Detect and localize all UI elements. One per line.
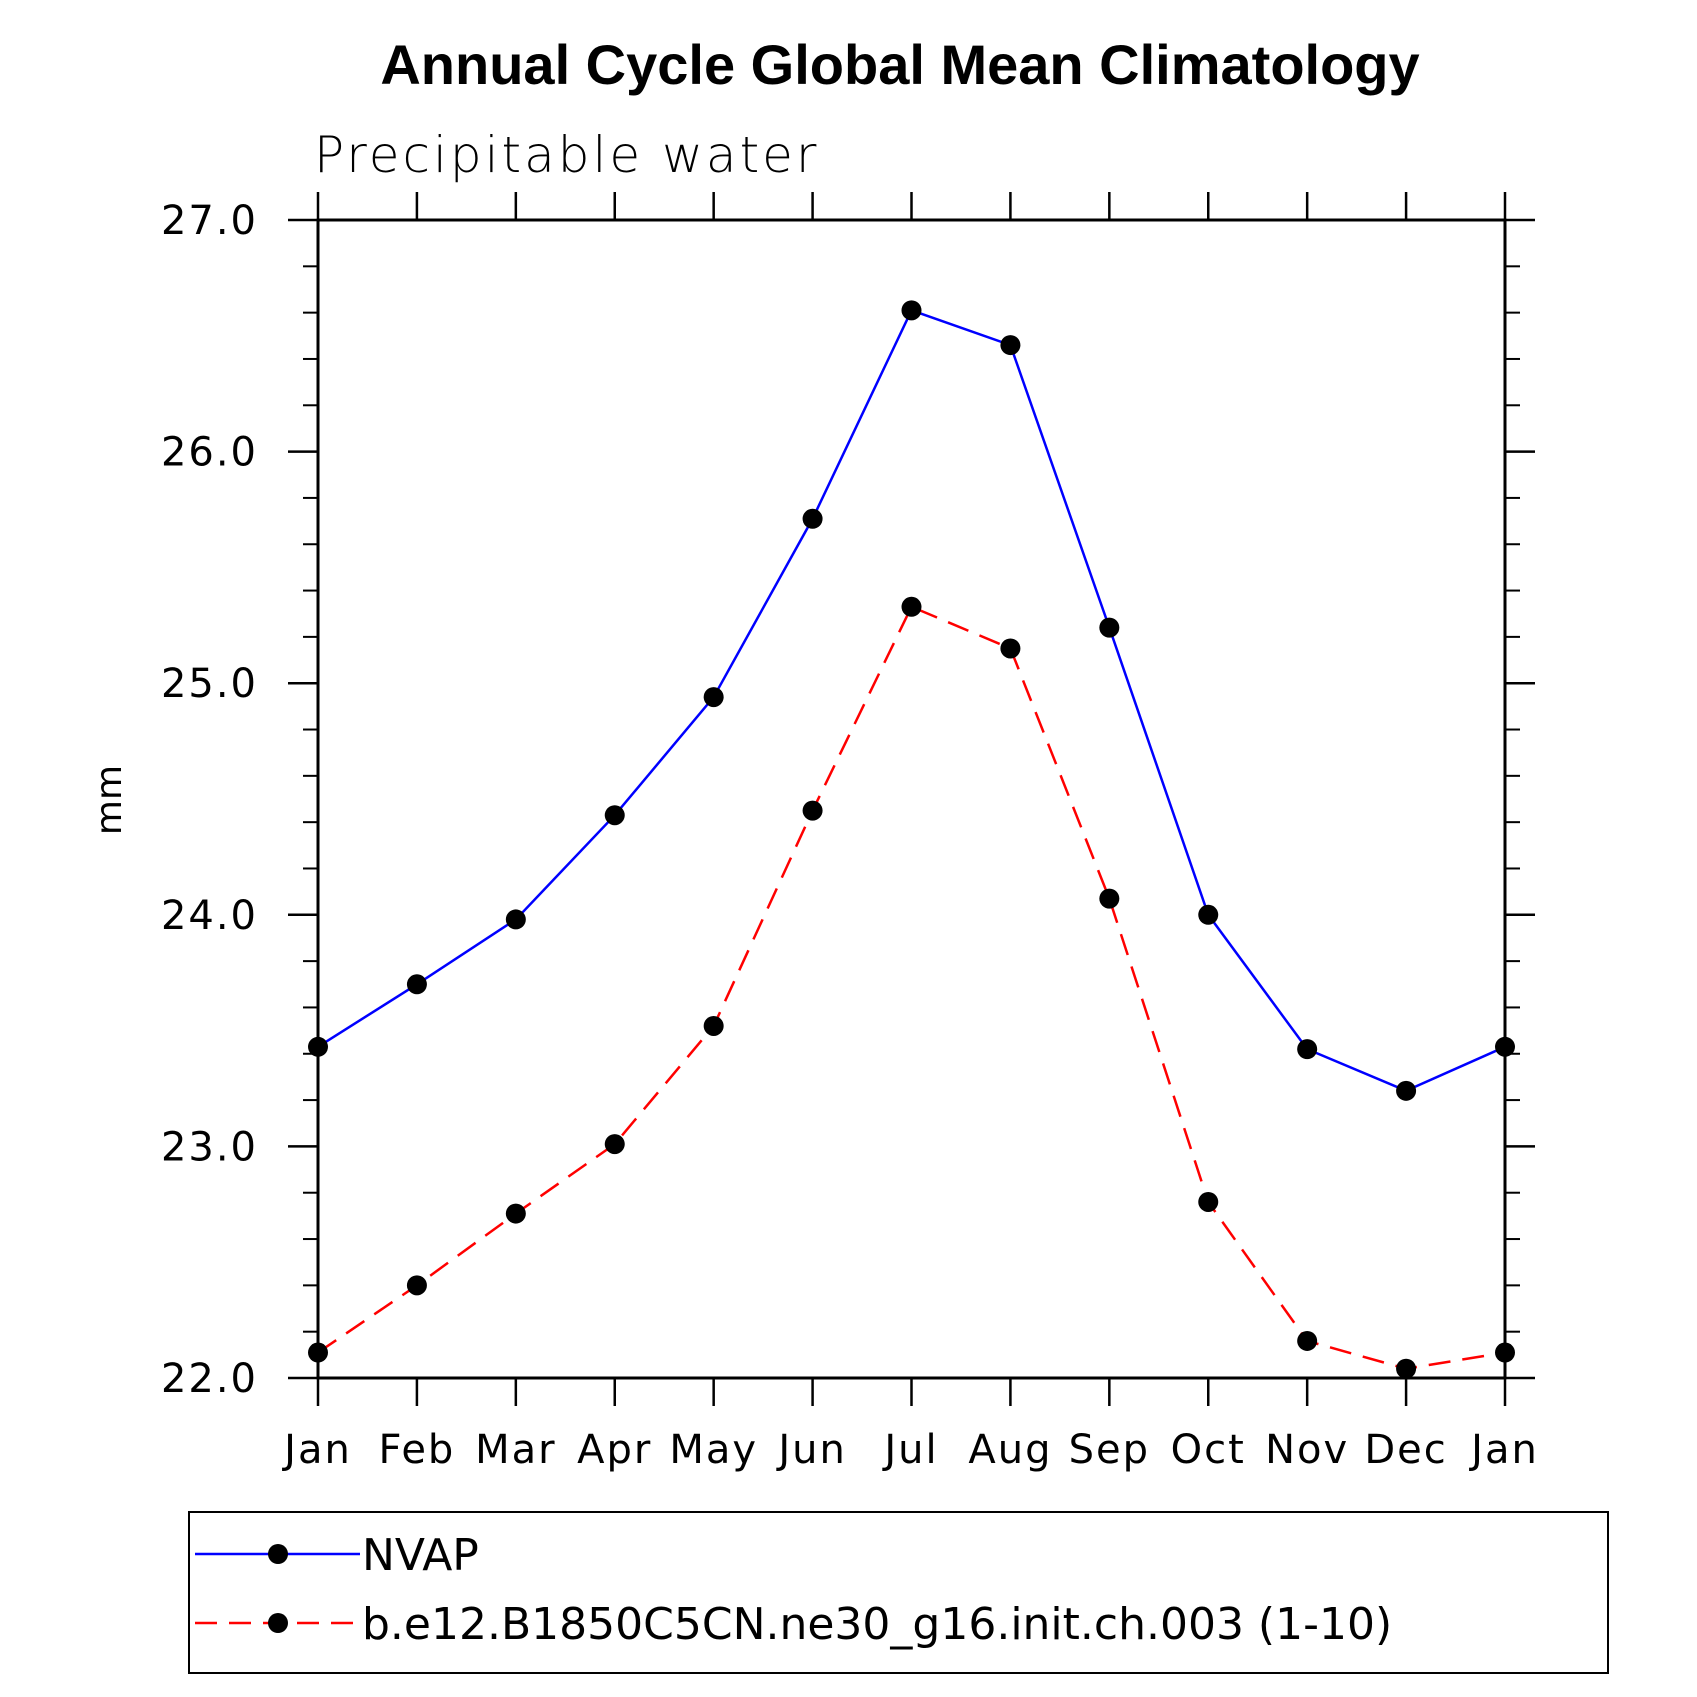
data-point [604, 1134, 625, 1155]
data-point [802, 800, 823, 821]
y-tick-label: 22.0 [161, 1356, 258, 1402]
chart-title: Annual Cycle Global Mean Climatology [380, 33, 1419, 96]
legend-marker [268, 1613, 288, 1633]
x-tick-label: Sep [1069, 1427, 1150, 1473]
data-point [1198, 1191, 1219, 1212]
y-tick-label: 24.0 [161, 893, 258, 939]
x-axis-ticks: Jan Feb Mar Apr May Jun Jul Aug Sep Oct Nov Dec Jan [281, 192, 1539, 1473]
y-axis-ticks: 22.0 23.0 24.0 25.0 26.0 27.0 [161, 198, 1535, 1402]
data-point [505, 909, 526, 930]
data-point [1297, 1330, 1318, 1351]
data-point [802, 508, 823, 529]
y-axis-label: mm [89, 765, 130, 835]
data-point [1198, 904, 1219, 925]
data-point [1000, 638, 1021, 659]
legend-marker [268, 1544, 288, 1564]
data-point [1099, 617, 1120, 638]
y-tick-label: 23.0 [161, 1124, 258, 1170]
data-point [604, 805, 625, 826]
data-point [901, 300, 922, 321]
legend-entries: NVAP b.e12.B1850C5CN.ne30_g16.init.ch.003… [195, 1530, 1392, 1650]
legend-label: NVAP [362, 1530, 479, 1581]
x-tick-label: May [669, 1427, 758, 1473]
legend-label: b.e12.B1850C5CN.ne30_g16.init.ch.003 (1-… [362, 1599, 1392, 1650]
y-tick-label: 27.0 [161, 198, 258, 244]
series-layer [308, 300, 1515, 1379]
y-tick-label: 26.0 [161, 430, 258, 476]
x-tick-label: Jul [881, 1427, 938, 1473]
x-tick-label: Apr [577, 1427, 652, 1473]
data-point [406, 1275, 427, 1296]
data-point [1297, 1039, 1318, 1060]
x-tick-label: Feb [379, 1427, 456, 1473]
data-point [308, 1036, 328, 1057]
data-point [1396, 1080, 1417, 1101]
chart-subtitle: Precipitable water [314, 126, 820, 184]
data-point [703, 1015, 724, 1036]
x-tick-label: Aug [968, 1427, 1052, 1473]
data-point [1495, 1342, 1515, 1363]
x-tick-label: Mar [475, 1427, 556, 1473]
data-point [505, 1203, 526, 1224]
x-tick-label: Jan [1468, 1427, 1539, 1473]
plot-frame [316, 218, 1507, 1380]
x-tick-label: Dec [1364, 1427, 1447, 1473]
x-tick-label: Jan [281, 1427, 352, 1473]
x-tick-label: Jun [775, 1427, 847, 1473]
data-point [308, 1342, 328, 1363]
y-tick-label: 25.0 [161, 661, 258, 707]
x-tick-label: Nov [1265, 1427, 1349, 1473]
data-point [1099, 888, 1120, 909]
series-line [317, 308, 1506, 1093]
legend: NVAP b.e12.B1850C5CN.ne30_g16.init.ch.003… [188, 1511, 1609, 1674]
data-point [1495, 1036, 1515, 1057]
data-point [406, 974, 427, 995]
series-line [317, 605, 1506, 1371]
data-point [901, 596, 922, 617]
data-point [703, 687, 724, 708]
legend-box [188, 1511, 1609, 1674]
plot-border [316, 218, 1507, 1380]
x-tick-label: Oct [1171, 1427, 1246, 1473]
series-1 [308, 300, 1515, 1101]
data-point [1000, 335, 1021, 356]
series-2 [308, 596, 1515, 1379]
data-point [1396, 1358, 1417, 1379]
